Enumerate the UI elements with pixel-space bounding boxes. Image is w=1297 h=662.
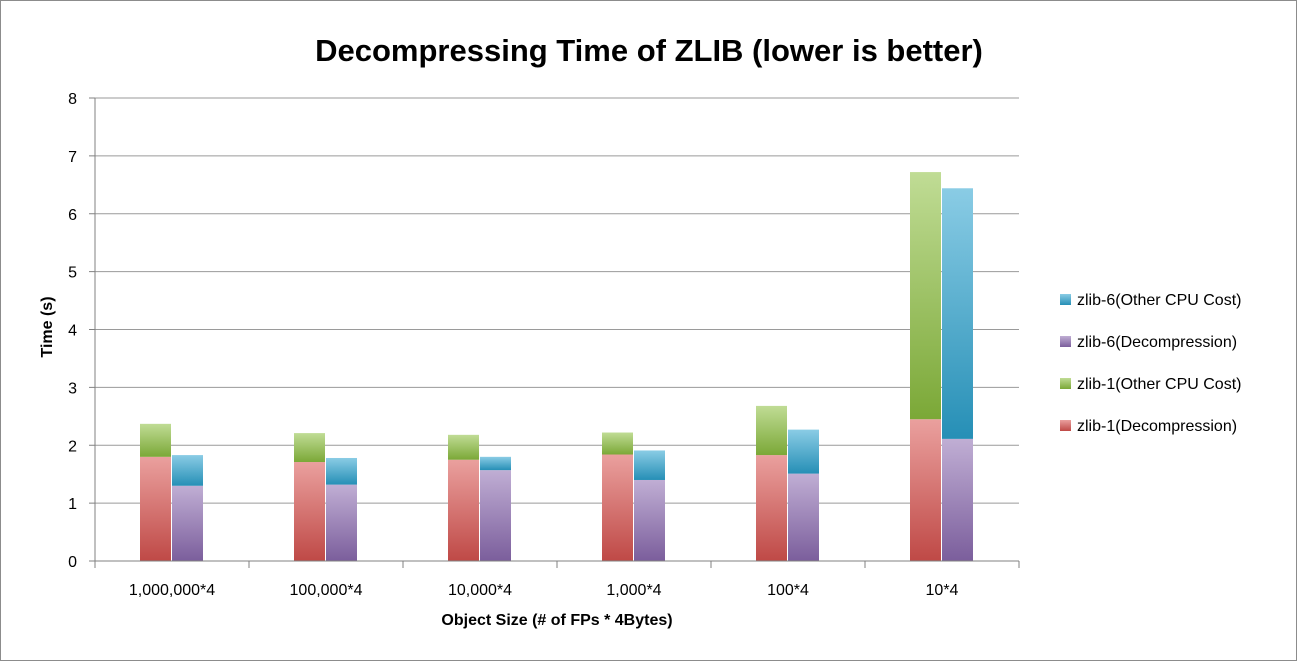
legend: zlib-6(Other CPU Cost) zlib-6(Decompressi… [1060, 292, 1241, 435]
x-tick-label: 100,000*4 [290, 582, 363, 599]
legend-swatch-zlib-1-decompression [1060, 420, 1071, 431]
x-tick-label: 1,000,000*4 [129, 582, 215, 599]
bar-zlib-1-decompression-1-000-4 [602, 454, 633, 561]
y-tick-label: 8 [68, 91, 77, 108]
legend-label-zlib-1-other-cpu-cost: zlib-1(Other CPU Cost) [1077, 376, 1241, 393]
bar-zlib-6-other-cpu-cost-100-4 [788, 429, 819, 474]
x-tick-label: 100*4 [767, 582, 809, 599]
x-axis-title: Object Size (# of FPs * 4Bytes) [441, 612, 672, 629]
bar-zlib-6-decompression-10-000-4 [480, 470, 511, 561]
legend-swatch-zlib-1-other-cpu-cost [1060, 378, 1071, 389]
gridlines [95, 97, 1019, 504]
bar-zlib-6-other-cpu-cost-100-000-4 [326, 457, 357, 485]
bar-zlib-1-other-cpu-cost-10-4 [910, 172, 941, 420]
legend-swatch-zlib-6-other-cpu-cost [1060, 294, 1071, 305]
bar-zlib-6-other-cpu-cost-10-000-4 [480, 456, 511, 471]
x-tick-label: 10,000*4 [448, 582, 512, 599]
bar-zlib-1-decompression-10-000-4 [448, 459, 479, 561]
bar-zlib-1-other-cpu-cost-100-000-4 [294, 433, 325, 463]
legend-label-zlib-6-other-cpu-cost: zlib-6(Other CPU Cost) [1077, 292, 1241, 309]
bar-zlib-1-other-cpu-cost-1-000-4 [602, 432, 633, 455]
bars [140, 172, 973, 561]
bar-zlib-6-decompression-1-000-000-4 [172, 485, 203, 561]
y-axis-title: Time (s) [39, 296, 56, 357]
bar-zlib-6-decompression-10-4 [942, 438, 973, 561]
y-tick-label: 0 [68, 554, 77, 571]
bar-zlib-6-decompression-100-4 [788, 473, 819, 561]
legend-label-zlib-1-decompression: zlib-1(Decompression) [1077, 418, 1237, 435]
x-tick-label: 10*4 [926, 582, 959, 599]
bar-zlib-1-other-cpu-cost-1-000-000-4 [140, 423, 171, 457]
legend-swatch-zlib-6-decompression [1060, 336, 1071, 347]
bar-zlib-1-decompression-10-4 [910, 419, 941, 561]
bar-zlib-1-decompression-1-000-000-4 [140, 456, 171, 561]
bar-zlib-1-decompression-100-000-4 [294, 462, 325, 561]
bar-zlib-1-other-cpu-cost-10-000-4 [448, 434, 479, 460]
bar-zlib-6-other-cpu-cost-1-000-000-4 [172, 455, 203, 486]
y-axis-ticks: 0 1 2 3 4 5 6 7 8 [68, 91, 95, 571]
y-tick-label: 1 [68, 496, 77, 513]
bar-zlib-6-other-cpu-cost-1-000-4 [634, 450, 665, 480]
y-tick-label: 6 [68, 207, 77, 224]
y-tick-label: 2 [68, 438, 77, 455]
legend-label-zlib-6-decompression: zlib-6(Decompression) [1077, 334, 1237, 351]
y-tick-label: 5 [68, 265, 77, 282]
bar-zlib-6-decompression-100-000-4 [326, 484, 357, 561]
x-tick-label: 1,000*4 [606, 582, 661, 599]
y-tick-label: 3 [68, 380, 77, 397]
y-tick-label: 7 [68, 149, 77, 166]
y-tick-label: 4 [68, 323, 77, 340]
chart-title: Decompressing Time of ZLIB (lower is bet… [315, 33, 983, 68]
bar-zlib-6-decompression-1-000-4 [634, 479, 665, 561]
bar-zlib-1-other-cpu-cost-100-4 [756, 405, 787, 456]
bar-zlib-1-decompression-100-4 [756, 455, 787, 561]
bar-zlib-6-other-cpu-cost-10-4 [942, 188, 973, 439]
x-axis-ticks: 1,000,000*4 100,000*4 10,000*4 1,000*4 100*4… [94, 561, 1020, 599]
